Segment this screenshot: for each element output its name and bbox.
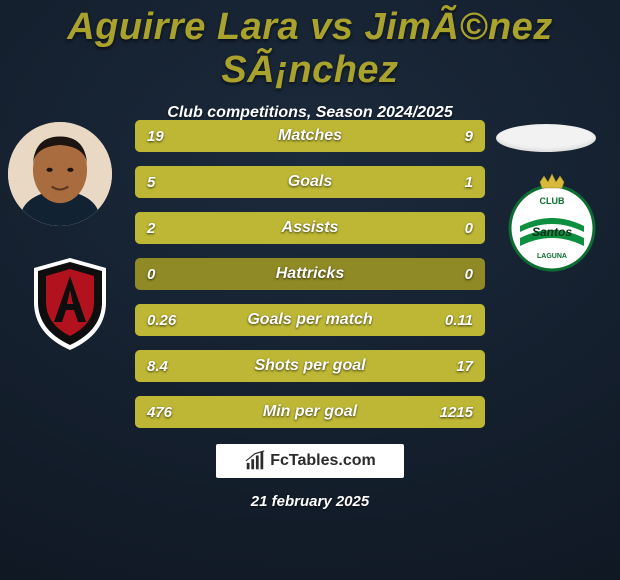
stat-fill-right (380, 304, 485, 336)
stat-fill-left (135, 350, 251, 382)
stat-row: 199Matches (135, 120, 485, 152)
footer-date: 21 february 2025 (0, 493, 620, 510)
stat-row: 8.417Shots per goal (135, 350, 485, 382)
brand-chart-icon (244, 450, 266, 472)
svg-text:Santos: Santos (532, 225, 572, 239)
stat-fill-right (233, 396, 485, 428)
player-left-photo (8, 122, 112, 226)
stat-fill-left (135, 304, 380, 336)
brand-text: FcTables.com (270, 452, 376, 470)
stat-fill-left (135, 212, 485, 244)
stat-row: 51Goals (135, 166, 485, 198)
club-right-logo: CLUB Santos LAGUNA (502, 172, 602, 272)
stat-row: 20Assists (135, 212, 485, 244)
club-left-logo (28, 256, 112, 352)
stat-row: 4761215Min per goal (135, 396, 485, 428)
stat-label: Hattricks (135, 258, 485, 290)
stat-fill-right (251, 350, 486, 382)
stat-value-right: 0 (453, 258, 485, 290)
stat-row: 0 0Hattricks (135, 258, 485, 290)
stat-fill-left (135, 396, 233, 428)
svg-text:LAGUNA: LAGUNA (537, 253, 567, 260)
stat-row: 0.260.11Goals per match (135, 304, 485, 336)
stat-fill-left (135, 166, 426, 198)
stat-bars: 199Matches 51Goals 20Assists 0 0Hattricks 0.2… (135, 120, 485, 442)
stat-fill-right (426, 166, 486, 198)
stat-fill-left (135, 120, 373, 152)
brand-box: FcTables.com (216, 444, 404, 478)
page-title: Aguirre Lara vs JimÃ©nez SÃ¡nchez (0, 0, 620, 92)
club-right-text: CLUB (540, 196, 565, 206)
stat-value-left: 0 (135, 258, 167, 290)
player-right-photo-placeholder (496, 124, 596, 152)
stat-fill-right (373, 120, 485, 152)
